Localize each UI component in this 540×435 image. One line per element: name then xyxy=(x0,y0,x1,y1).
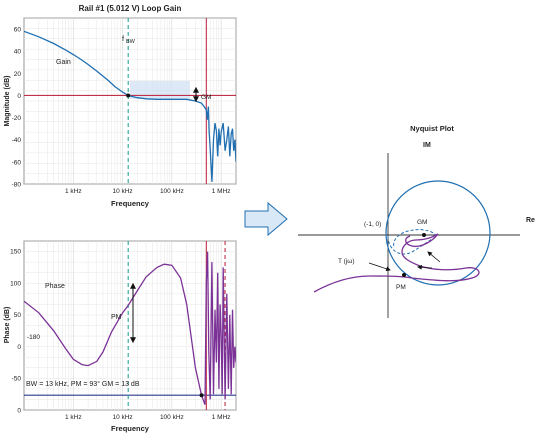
nyquist-direction-arrow-2 xyxy=(427,251,441,263)
transform-arrow-shape xyxy=(244,201,288,237)
magnitude-y-tick-label: 20 xyxy=(14,71,22,78)
phase-x-axis-label: Frequency xyxy=(111,424,150,433)
phase-y-tick-label: -50 xyxy=(12,376,22,383)
phase-chart: 150 100 50 0 -50 0 1 kHz 10 kHz 100 kHz 1 MHz Fr… xyxy=(4,240,237,433)
magnitude-flat-region-highlight xyxy=(130,81,190,99)
phase-y-tick-label: 100 xyxy=(10,280,21,287)
phase-crossover-marker xyxy=(199,393,204,398)
phase-y-axis-label: Phase (dB) xyxy=(4,307,11,344)
phase-x-ticks: 1 kHz 10 kHz 100 kHz 1 MHz xyxy=(65,414,231,421)
nyquist-minus-one-label: (-1, 0) xyxy=(364,221,381,228)
phase-margin-label: PM xyxy=(111,314,122,321)
magnitude-x-tick-label: 10 kHz xyxy=(112,188,132,195)
magnitude-title: Rail #1 (5.012 V) Loop Gain xyxy=(79,4,182,13)
bandwidth-label: f BW xyxy=(122,34,136,45)
nyquist-gm-point xyxy=(422,233,426,237)
magnitude-x-tick-label: 1 MHz xyxy=(212,188,231,195)
magnitude-y-tick-label: 60 xyxy=(14,27,22,34)
magnitude-series-line xyxy=(24,30,236,182)
magnitude-x-tick-label: 1 kHz xyxy=(65,188,82,195)
magnitude-y-tick-label: -80 xyxy=(12,182,22,189)
phase-x-tick-label: 1 kHz xyxy=(65,414,82,421)
magnitude-x-ticks: 1 kHz 10 kHz 100 kHz 1 MHz xyxy=(65,188,231,195)
magnitude-y-tick-label: 0 xyxy=(17,93,21,100)
transform-arrow xyxy=(244,201,288,237)
magnitude-y-tick-label: -40 xyxy=(12,137,22,144)
magnitude-crossover-marker xyxy=(126,93,131,98)
magnitude-y-tick-label: -20 xyxy=(12,115,22,122)
phase-y-tick-label: 50 xyxy=(14,312,22,319)
nyquist-gm-label: GM xyxy=(417,219,427,226)
phase-y-ticks: 150 100 50 0 -50 0 xyxy=(10,249,21,415)
nyquist-title: Nyquist Plot xyxy=(410,124,454,133)
phase-x-tick-label: 100 kHz xyxy=(160,414,184,421)
phase-series-line xyxy=(24,251,236,405)
magnitude-chart: Rail #1 (5.012 V) Loop Gain 60 40 20 0 -20 -4… xyxy=(4,4,237,208)
bandwidth-label-bw: BW xyxy=(126,39,136,45)
gain-series-label: Gain xyxy=(56,59,71,66)
phase-series xyxy=(24,251,236,405)
magnitude-x-tick-label: 100 kHz xyxy=(160,188,184,195)
gain-margin-label: GM xyxy=(201,94,211,101)
nyquist-pm-point xyxy=(402,273,406,277)
phase-gridlines xyxy=(23,240,237,411)
phase-y-tick-label: 0 xyxy=(17,344,21,351)
nyquist-direction-arrow-1 xyxy=(368,262,391,272)
phase-x-tick-label: 10 kHz xyxy=(112,414,132,421)
nyquist-plot: Nyquist Plot IM Re (-1, 0) GM T (jω) PM xyxy=(298,124,535,318)
phase-x-tick-label: 1 MHz xyxy=(212,414,231,421)
nyquist-unit-circle xyxy=(385,180,491,286)
phase-summary-annotation: BW = 13 kHz, PM = 93° GM = 13 dB xyxy=(26,380,140,388)
magnitude-y-tick-label: 40 xyxy=(14,49,22,56)
nyquist-pm-label: PM xyxy=(396,284,406,291)
phase-minus-180-label: -180 xyxy=(27,334,40,341)
nyquist-direction-arrow-3 xyxy=(417,264,433,270)
bandwidth-label-f: f xyxy=(122,34,125,43)
phase-y-tick-label: 150 xyxy=(10,249,21,256)
nyquist-transfer-label: T (jω) xyxy=(338,258,355,265)
nyquist-imag-label: IM xyxy=(423,142,431,149)
magnitude-series xyxy=(24,30,236,182)
nyquist-real-label: Re xyxy=(526,217,535,224)
magnitude-x-axis-label: Frequency xyxy=(111,199,150,208)
magnitude-y-tick-label: -60 xyxy=(12,159,22,166)
phase-y-tick-label: 0 xyxy=(17,408,21,415)
phase-series-label: Phase xyxy=(45,283,65,290)
magnitude-gridlines xyxy=(23,17,237,185)
magnitude-y-axis-label: Magnitude (dB) xyxy=(4,76,11,127)
magnitude-y-ticks: 60 40 20 0 -20 -40 -60 -80 xyxy=(12,27,22,189)
